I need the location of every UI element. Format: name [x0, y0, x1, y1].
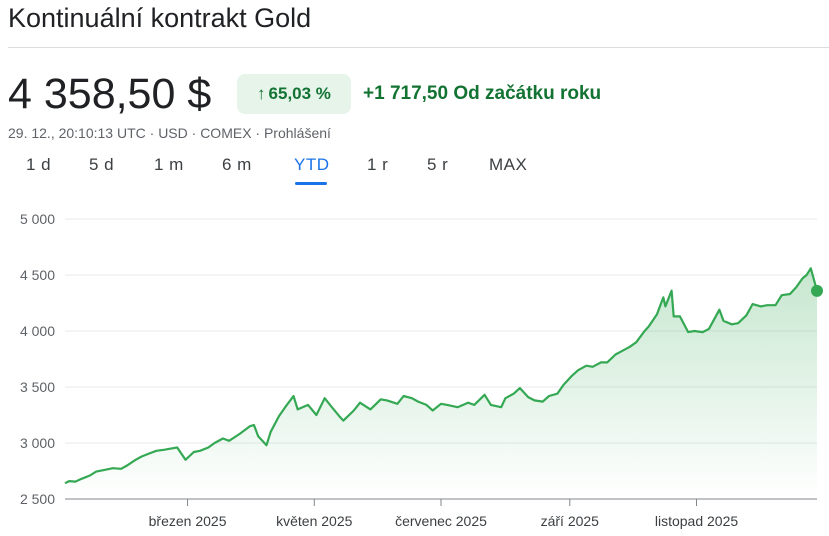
current-price: 4 358,50 $	[8, 70, 212, 118]
y-tick-label: 5 000	[20, 211, 55, 227]
arrow-up-icon: ↑	[257, 84, 266, 103]
x-tick-label: září 2025	[541, 513, 600, 529]
active-tab-indicator	[295, 182, 327, 185]
price-area-fill	[65, 268, 817, 499]
tab-max[interactable]: MAX	[489, 155, 528, 174]
y-tick-label: 4 500	[20, 267, 55, 283]
percent-change-value: 65,03 %	[268, 84, 331, 103]
page-title: Kontinuální kontrakt Gold	[8, 3, 312, 33]
x-axis-labels: březen 2025 květen 2025 červenec 2025 září …	[149, 499, 739, 529]
x-tick-label: červenec 2025	[395, 513, 487, 529]
tab-6m[interactable]: 6 m	[222, 155, 252, 174]
tab-ytd[interactable]: YTD	[294, 155, 330, 174]
quote-meta: 29. 12., 20:10:13 UTC · USD · COMEX · Pr…	[8, 125, 331, 141]
tab-5d[interactable]: 5 d	[89, 155, 115, 174]
price-chart[interactable]: 2 500 3 000 3 500 4 000 4 500 5 000 březen 20…	[0, 200, 829, 536]
tab-5r[interactable]: 5 r	[427, 155, 449, 174]
absolute-change: +1 717,50 Od začátku roku	[363, 83, 602, 104]
tab-1d[interactable]: 1 d	[26, 155, 52, 174]
x-tick-label: březen 2025	[149, 513, 227, 529]
y-axis-labels: 2 500 3 000 3 500 4 000 4 500 5 000	[20, 211, 55, 507]
tab-1r[interactable]: 1 r	[367, 155, 389, 174]
tab-1m[interactable]: 1 m	[154, 155, 184, 174]
y-tick-label: 3 500	[20, 379, 55, 395]
y-tick-label: 2 500	[20, 491, 55, 507]
range-tabs: 1 d 5 d 1 m 6 m YTD 1 r 5 r MAX	[0, 155, 600, 187]
x-tick-label: květen 2025	[276, 513, 352, 529]
last-price-dot	[811, 284, 823, 297]
x-tick-label: listopad 2025	[655, 513, 739, 529]
y-tick-label: 3 000	[20, 435, 55, 451]
price-line	[64, 267, 819, 485]
header-divider	[8, 47, 829, 48]
percent-change-badge: ↑ 65,03 %	[237, 74, 351, 114]
y-tick-label: 4 000	[20, 323, 55, 339]
